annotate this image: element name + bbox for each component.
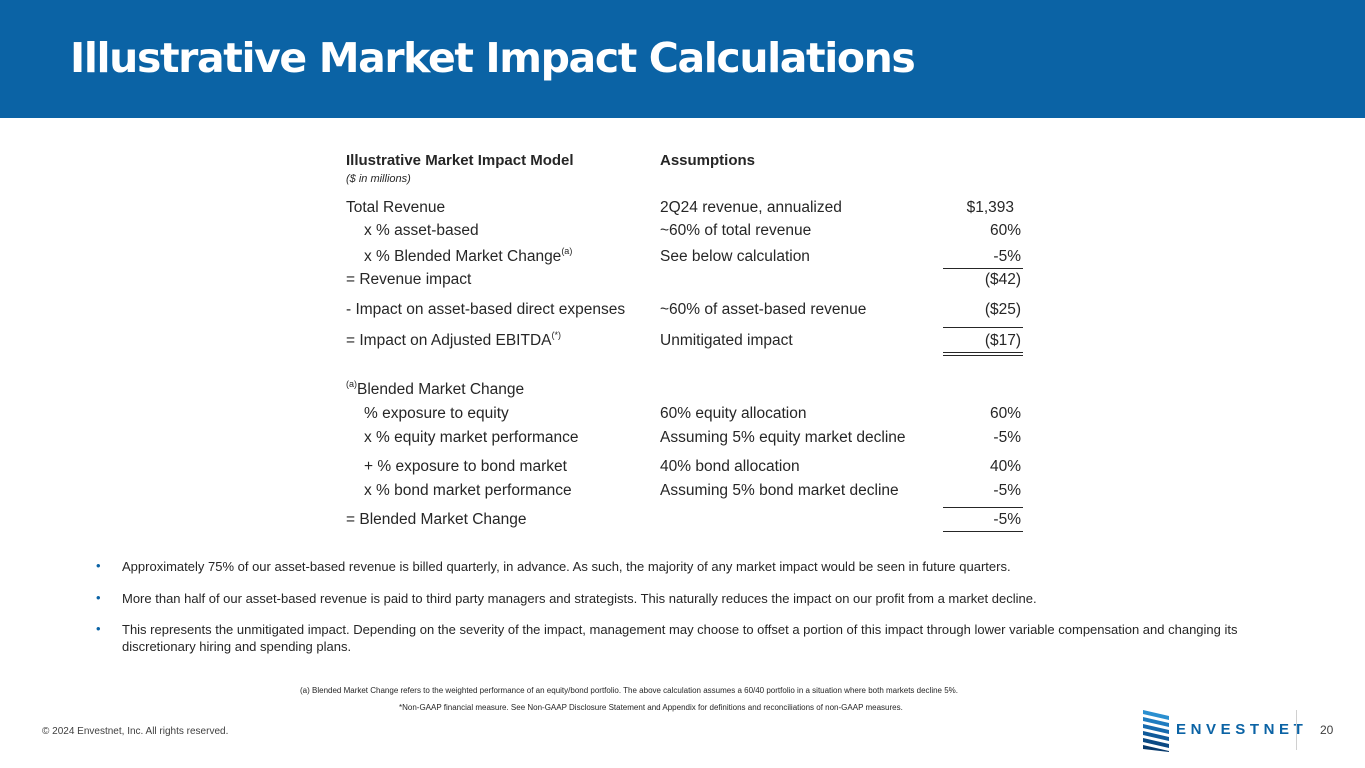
row-assumption: Assuming 5% equity market decline [660,429,906,446]
row-assumption: 40% bond allocation [660,458,800,475]
bullet-marker: • [96,558,101,573]
row-label: x % asset-based [364,222,479,239]
row-value: -5% [993,248,1021,265]
subtotal-rule [943,531,1023,532]
bullet-item: Approximately 75% of our asset-based rev… [122,559,1011,574]
row-label: = Revenue impact [346,271,472,288]
row-assumption: 2Q24 revenue, annualized [660,199,842,216]
row-value: ($17) [984,332,1021,349]
row-assumption: Assuming 5% bond market decline [660,482,899,499]
subtotal-rule [943,327,1023,328]
row-label: % exposure to equity [364,405,509,422]
envestnet-logo: ENVESTNET [1143,710,1303,752]
total-double-rule [943,352,1023,353]
row-assumption: 60% equity allocation [660,405,807,422]
row-label: - Impact on asset-based direct expenses [346,301,626,318]
subtotal-rule [943,507,1023,508]
row-label-text: x % Blended Market Change [364,248,562,265]
footnote-marker: (a) [346,379,357,389]
row-label: x % bond market performance [364,482,572,499]
logo-wordmark: ENVESTNET [1176,721,1308,738]
footnote-marker: (*) [551,330,561,340]
footer-divider [1296,710,1297,750]
row-label: x % equity market performance [364,429,579,446]
row-label: = Blended Market Change [346,511,527,528]
row-value: 60% [989,222,1021,239]
row-assumption: See below calculation [660,248,810,265]
row-value: ($42) [984,271,1021,288]
assumptions-column-heading: Assumptions [660,152,756,169]
footnote-non-gaap: *Non-GAAP financial measure. See Non-GAA… [399,703,903,712]
row-value: -5% [993,511,1021,528]
total-double-rule [943,355,1023,356]
title-banner: Illustrative Market Impact Calculations [0,0,1365,118]
model-units-note: ($ in millions) [346,173,411,185]
bullet-marker: • [96,590,101,605]
envestnet-mark-icon [1143,710,1169,752]
bullet-item: More than half of our asset-based revenu… [122,591,1037,606]
row-value: -5% [993,429,1021,446]
row-label-text: = Impact on Adjusted EBITDA [346,332,552,349]
row-value: -5% [993,482,1021,499]
bullet-item: This represents the unmitigated impact. … [122,622,1238,654]
blended-heading: (a)Blended Market Change [346,379,525,399]
subtotal-rule [943,268,1023,269]
copyright: © 2024 Envestnet, Inc. All rights reserv… [42,726,229,737]
row-label: Total Revenue [346,199,446,216]
row-assumption: ~60% of total revenue [660,222,812,239]
page-title: Illustrative Market Impact Calculations [70,34,916,82]
row-value: 40% [989,458,1021,475]
row-assumption: Unmitigated impact [660,332,793,349]
row-label: = Impact on Adjusted EBITDA(*) [346,330,561,350]
row-label: + % exposure to bond market [364,458,567,475]
footnote-a: (a) Blended Market Change refers to the … [300,686,959,695]
row-assumption: ~60% of asset-based revenue [660,301,867,318]
page-number: 20 [1320,723,1334,737]
row-value: ($25) [984,301,1021,318]
blended-heading-text: Blended Market Change [357,381,525,398]
model-column-heading: Illustrative Market Impact Model [346,152,574,169]
row-value: 60% [989,405,1021,422]
row-value: $1,393 [966,199,1014,216]
bullet-marker: • [96,621,101,636]
row-label: x % Blended Market Change(a) [364,246,573,266]
footnote-marker: (a) [561,246,573,256]
